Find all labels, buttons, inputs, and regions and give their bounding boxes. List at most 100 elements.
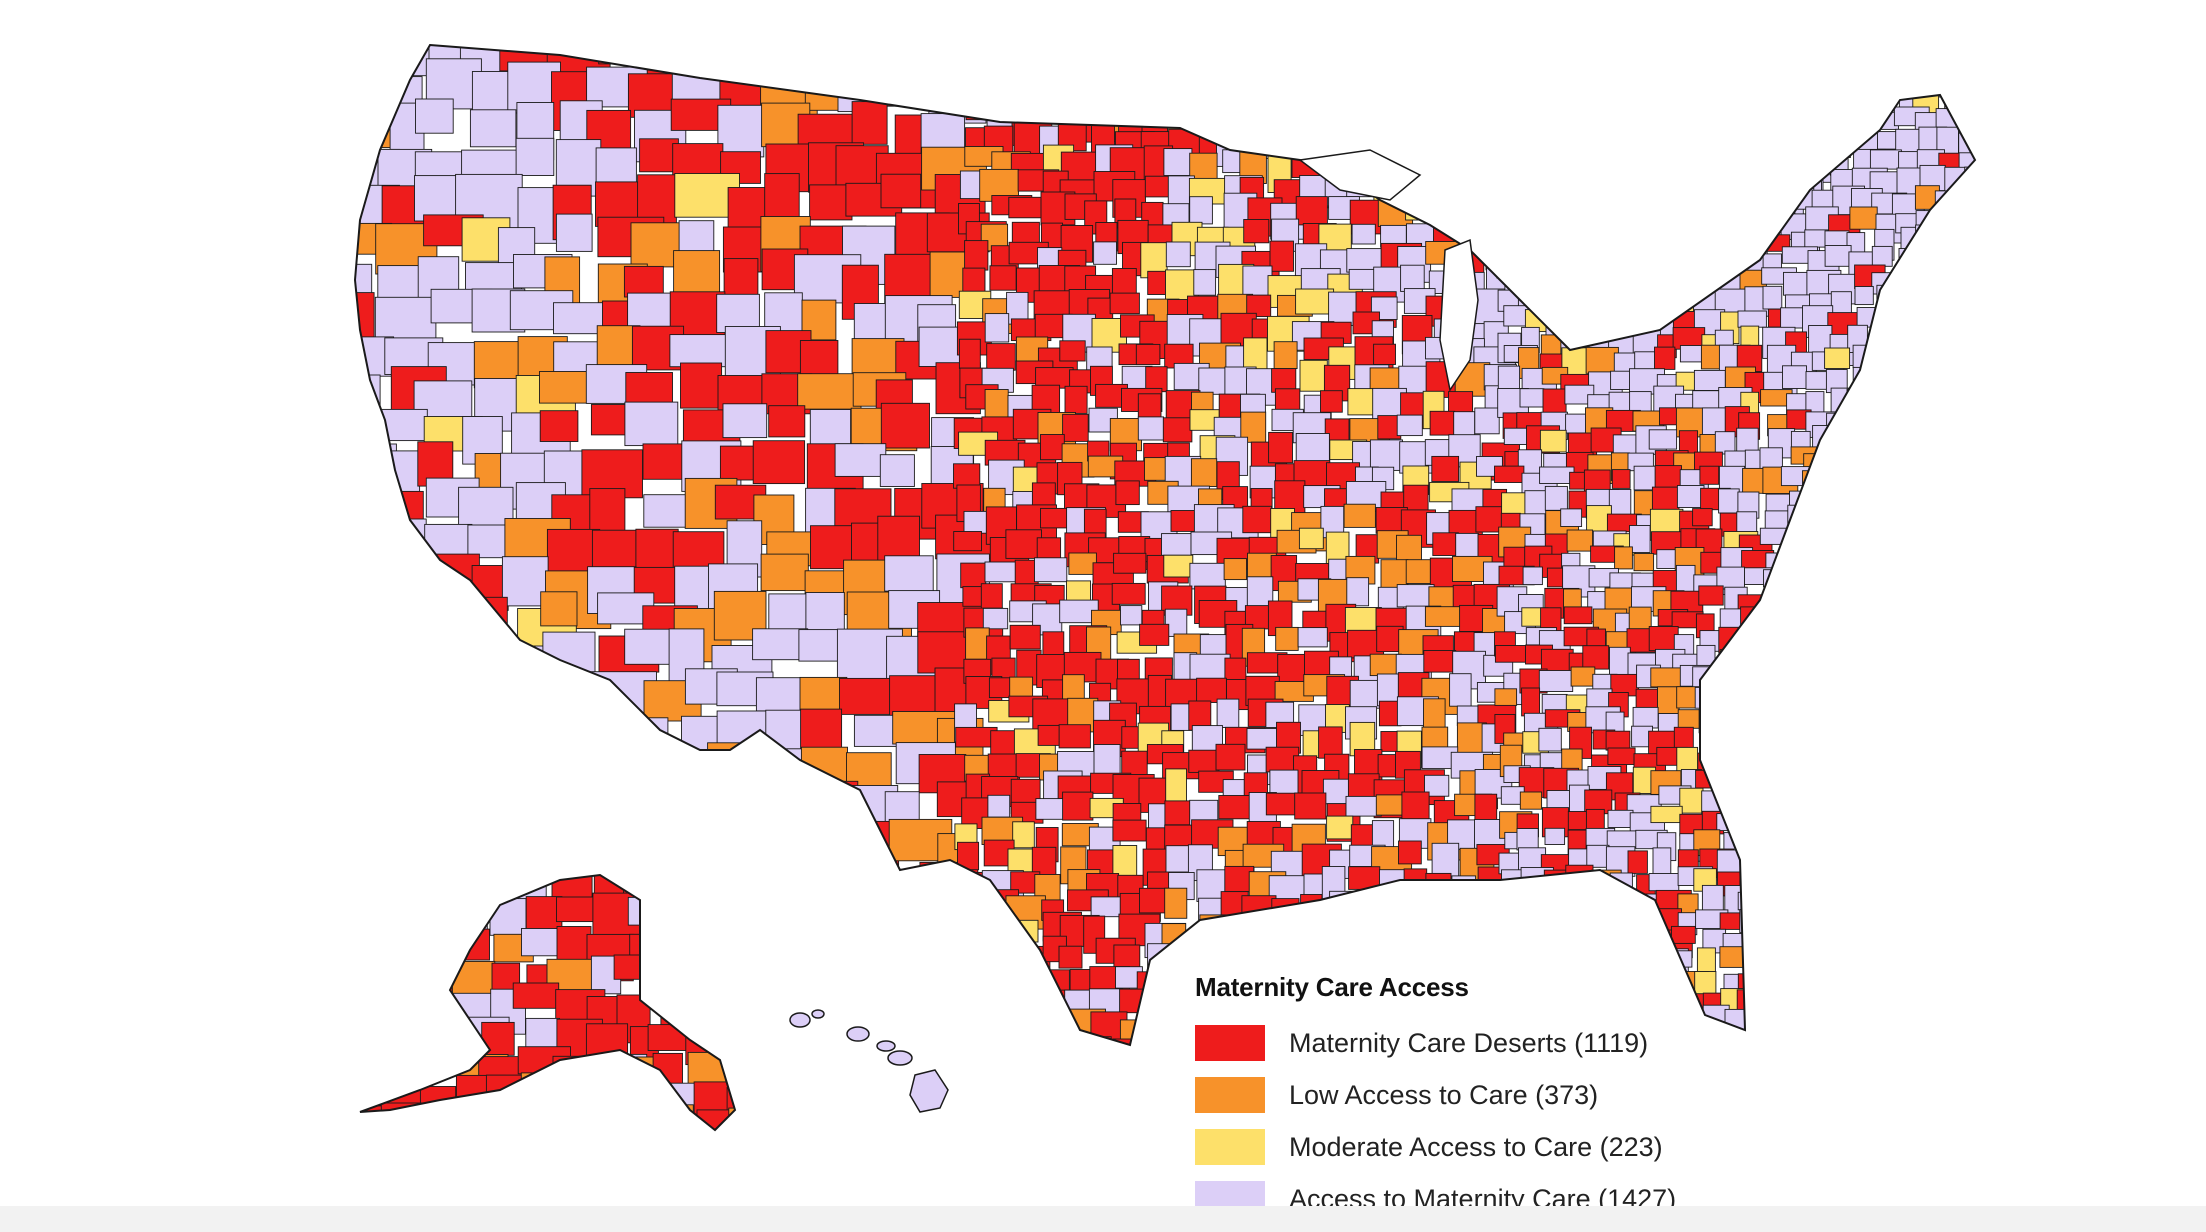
county-cell [1766, 909, 1800, 937]
county-cell [355, 414, 382, 468]
county-cell [715, 899, 735, 944]
county-cell [1674, 66, 1696, 90]
county-cell [489, 898, 527, 936]
county-cell [1897, 947, 1930, 972]
county-cell [1674, 168, 1703, 198]
county-cell [959, 170, 982, 200]
county-cell [1723, 125, 1749, 147]
county-cell [372, 706, 428, 759]
county-cell [355, 561, 367, 605]
county-cell [1373, 343, 1396, 365]
county-cell [1960, 426, 1975, 456]
county-cell [1565, 253, 1600, 287]
county-cell [1540, 94, 1576, 115]
county-cell [355, 102, 397, 149]
county-cell [1266, 50, 1302, 87]
county-cell [1809, 674, 1842, 706]
county-cell [1502, 908, 1532, 939]
county-cell [1832, 530, 1861, 559]
county-cell [986, 343, 1016, 371]
county-cell [1347, 45, 1391, 54]
county-cell [1761, 71, 1787, 104]
county-cell [1783, 993, 1807, 1011]
county-cell [1979, 728, 2007, 745]
county-cell [1715, 167, 1747, 196]
county-cell [980, 583, 1003, 613]
county-cell [1957, 869, 1975, 900]
county-cell [1633, 465, 1658, 491]
county-cell [880, 45, 923, 84]
county-cell [1494, 173, 1526, 199]
county-cell [1831, 1012, 1859, 1039]
county-cell [1587, 285, 1618, 318]
county-cell [1869, 149, 1902, 170]
county-cell [1113, 552, 1147, 574]
county-cell [409, 1042, 455, 1070]
county-cell [1648, 108, 1669, 142]
county-cell [1521, 687, 1541, 717]
county-cell [1570, 207, 1596, 235]
county-cell [1239, 47, 1277, 71]
county-cell [1959, 624, 1975, 643]
county-cell [1849, 689, 1876, 716]
county-cell [1218, 105, 1243, 128]
county-cell [1979, 906, 1999, 938]
county-cell [984, 561, 1020, 583]
county-cell [1847, 852, 1880, 880]
county-cell [1083, 45, 1116, 57]
county-cell [984, 313, 1010, 343]
county-cell [1583, 948, 1615, 975]
county-cell [1834, 1051, 1868, 1069]
county-cell [1716, 773, 1739, 804]
county-cell [1767, 693, 1800, 722]
county-cell [1140, 48, 1181, 71]
county-cell [1605, 268, 1626, 300]
county-cell [1246, 294, 1272, 318]
county-cell [1695, 211, 1717, 241]
county-cell [1677, 245, 1705, 274]
county-cell [1655, 214, 1680, 244]
county-cell [1941, 45, 1963, 50]
county-cell [1914, 689, 1936, 713]
county-cell [1785, 745, 1813, 777]
county-cell [1066, 45, 1109, 68]
county-cell [1375, 83, 1400, 114]
county-cell [1087, 52, 1129, 79]
county-cell [1788, 605, 1815, 627]
county-cell [1242, 505, 1273, 534]
county-cell [1965, 229, 1975, 248]
county-cell [1987, 411, 2022, 432]
county-cell [355, 374, 381, 429]
county-cell [1699, 465, 1720, 485]
county-cell [378, 798, 425, 842]
county-cell [1246, 77, 1274, 114]
county-cell [728, 1107, 735, 1130]
county-cell [1763, 45, 1794, 58]
county-cell [1938, 507, 1971, 528]
county-cell [1719, 649, 1745, 668]
county-cell [1847, 607, 1876, 632]
county-cell [1912, 891, 1934, 917]
county-cell [685, 824, 735, 866]
county-cell [417, 795, 467, 831]
county-cell [985, 72, 1025, 101]
county-cell [384, 643, 451, 681]
county-cell [376, 983, 410, 1027]
county-cell [1062, 791, 1094, 821]
county-cell [1544, 485, 1568, 511]
alaska-outline [359, 873, 737, 1132]
county-cell [1848, 648, 1868, 672]
county-cell [1766, 709, 1798, 737]
county-cell [1496, 128, 1531, 149]
county-cell [360, 936, 404, 976]
county-cell [1894, 906, 1924, 928]
county-cell [1986, 589, 2012, 613]
county-cell [1433, 45, 1467, 60]
county-cell [457, 787, 522, 826]
county-cell [1563, 606, 1593, 625]
county-cell [1746, 767, 1781, 800]
county-cell [1541, 113, 1568, 143]
county-cell [1526, 208, 1555, 236]
county-cell [1939, 48, 1973, 68]
county-cell [1963, 351, 1975, 383]
